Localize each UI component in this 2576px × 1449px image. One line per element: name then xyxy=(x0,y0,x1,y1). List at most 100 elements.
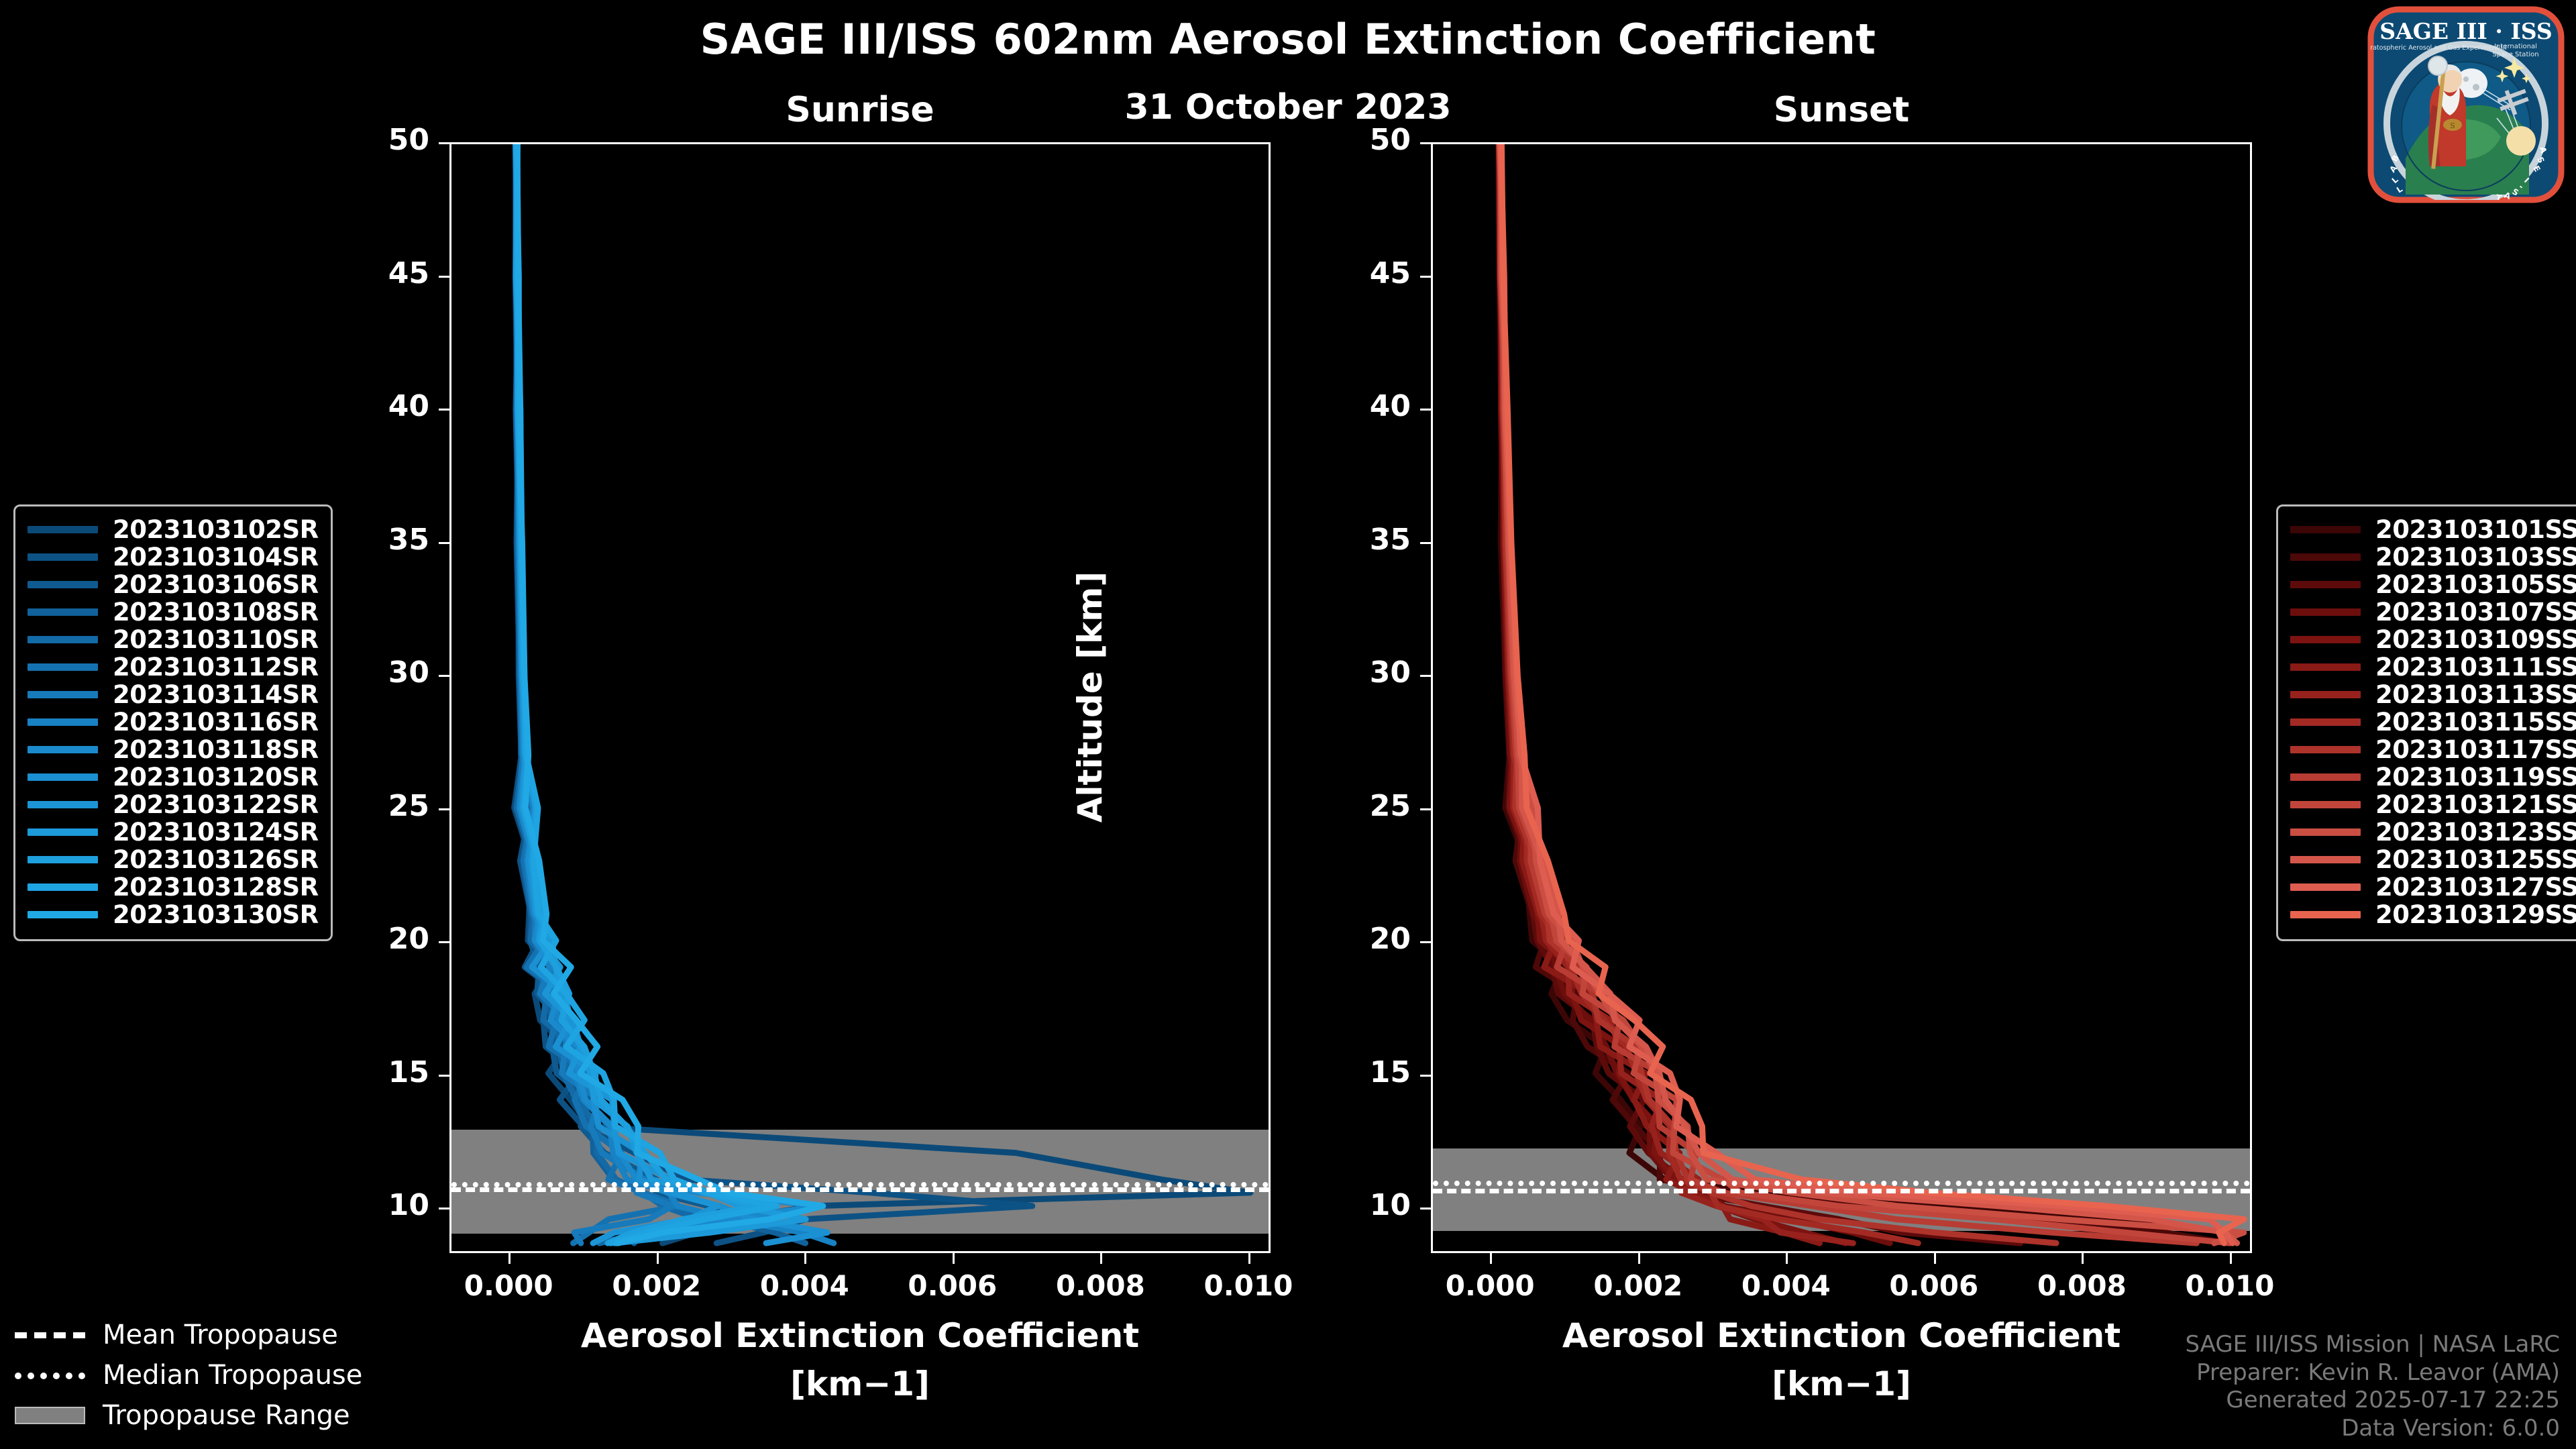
sunrise-legend-item[interactable]: 2023103112SR xyxy=(28,653,319,682)
x-tick xyxy=(1248,1253,1250,1264)
legend-color-swatch xyxy=(28,526,98,533)
sunset-legend-item[interactable]: 2023103107SS xyxy=(2290,598,2576,627)
x-tick xyxy=(1786,1253,1788,1264)
legend-color-swatch xyxy=(28,636,98,643)
legend-color-swatch xyxy=(2290,691,2361,698)
sunrise-legend-item[interactable]: 2023103102SR xyxy=(28,515,319,544)
sunset-legend-item[interactable]: 2023103119SS xyxy=(2290,763,2576,792)
x-tick-label: 0.008 xyxy=(2037,1269,2127,1302)
sunset-legend-item[interactable]: 2023103113SS xyxy=(2290,680,2576,709)
series-line xyxy=(1497,144,2200,1246)
sunset-legend-item[interactable]: 2023103103SS xyxy=(2290,543,2576,572)
y-tick xyxy=(439,275,449,278)
series-layer xyxy=(1495,144,2247,1246)
credits-line-generated: Generated 2025-07-17 22:25 xyxy=(2226,1387,2560,1414)
y-tick xyxy=(1420,1074,1431,1077)
legend-label: 2023103111SS xyxy=(2375,653,2576,682)
legend-label: 2023103115SS xyxy=(2375,708,2576,737)
sunset-x-axis-label-line2: [km−1] xyxy=(1772,1364,1911,1403)
y-tick xyxy=(1420,941,1431,944)
sunset-legend-item[interactable]: 2023103101SS xyxy=(2290,515,2576,544)
y-tick-label: 40 xyxy=(388,389,429,424)
sunrise-legend-item[interactable]: 2023103116SR xyxy=(28,708,319,737)
sunrise-legend-item[interactable]: 2023103130SR xyxy=(28,900,319,929)
y-tick-label: 30 xyxy=(1369,655,1411,690)
y-tick-label: 25 xyxy=(388,788,429,823)
legend-label: 2023103127SS xyxy=(2375,873,2576,902)
y-tick xyxy=(439,142,449,144)
y-tick-label: 50 xyxy=(1369,123,1411,157)
credits-line-data-version: Data Version: 6.0.0 xyxy=(2341,1414,2560,1442)
series-line xyxy=(1496,144,2231,1246)
legend-color-swatch xyxy=(28,553,98,561)
sunrise-legend-item[interactable]: 2023103106SR xyxy=(28,570,319,599)
y-tick xyxy=(439,1208,449,1210)
legend-label: 2023103108SR xyxy=(113,598,319,627)
y-tick xyxy=(439,409,449,411)
legend-label: 2023103124SR xyxy=(113,818,319,847)
legend-label: 2023103103SS xyxy=(2375,543,2576,572)
legend-label: 2023103120SR xyxy=(113,763,319,792)
sunrise-legend-item[interactable]: 2023103110SR xyxy=(28,625,319,654)
legend-label: 2023103126SR xyxy=(113,845,319,874)
legend-color-swatch xyxy=(28,856,98,863)
sunset-legend-item[interactable]: 2023103111SS xyxy=(2290,653,2576,682)
series-line xyxy=(1497,144,2059,1246)
sunset-panel-title: Sunset xyxy=(1773,90,1910,130)
sunrise-legend-item[interactable]: 2023103120SR xyxy=(28,763,319,792)
series-line xyxy=(1495,144,2233,1246)
legend-color-swatch xyxy=(2290,746,2361,753)
sunset-x-axis-label-line1: Aerosol Extinction Coefficient xyxy=(1562,1316,2121,1355)
y-tick-label: 15 xyxy=(388,1055,429,1089)
svg-text:Stratospheric Aerosol and Gas: Stratospheric Aerosol and Gas Experiment… xyxy=(2365,44,2507,52)
sunrise-legend-item[interactable]: 2023103118SR xyxy=(28,735,319,764)
x-tick xyxy=(508,1253,511,1264)
legend-color-swatch xyxy=(28,828,98,836)
dotted-line-icon xyxy=(15,1365,85,1385)
sunrise-legend-item[interactable]: 2023103126SR xyxy=(28,845,319,874)
y-tick xyxy=(1420,541,1431,544)
sunrise-legend-item[interactable]: 2023103122SR xyxy=(28,790,319,819)
series-line xyxy=(1496,144,1921,1246)
filled-box-icon xyxy=(15,1405,85,1426)
sunset-legend-item[interactable]: 2023103125SS xyxy=(2290,845,2576,874)
x-tick-label: 0.002 xyxy=(612,1269,702,1302)
y-tick xyxy=(1420,142,1431,144)
y-tick-label: 20 xyxy=(1369,922,1411,957)
legend-label: 2023103128SR xyxy=(113,873,319,902)
sunrise-legend-item[interactable]: 2023103104SR xyxy=(28,543,319,572)
sunrise-legend-item[interactable]: 2023103128SR xyxy=(28,873,319,902)
sunset-legend-item[interactable]: 2023103105SS xyxy=(2290,570,2576,599)
sunrise-legend[interactable]: 2023103102SR 2023103104SR 2023103106SR 2023… xyxy=(13,504,333,941)
legend-color-swatch xyxy=(2290,883,2361,891)
x-tick-label: 0.000 xyxy=(1445,1269,1535,1302)
sunset-legend-item[interactable]: 2023103127SS xyxy=(2290,873,2576,902)
sunset-legend-item[interactable]: 2023103117SS xyxy=(2290,735,2576,764)
sunset-legend[interactable]: 2023103101SS 2023103103SS 2023103105SS 2023… xyxy=(2276,504,2576,941)
y-tick xyxy=(1420,808,1431,810)
sunrise-legend-item[interactable]: 2023103124SR xyxy=(28,818,319,847)
sunrise-legend-item[interactable]: 2023103114SR xyxy=(28,680,319,709)
svg-text:A: A xyxy=(2503,191,2512,202)
tropopause-range-label: Tropopause Range xyxy=(103,1400,350,1431)
sunset-legend-item[interactable]: 2023103121SS xyxy=(2290,790,2576,819)
sunrise-legend-item[interactable]: 2023103108SR xyxy=(28,598,319,627)
x-tick xyxy=(1638,1253,1640,1264)
y-tick xyxy=(439,941,449,944)
sunset-legend-item[interactable]: 2023103115SS xyxy=(2290,708,2576,737)
legend-color-swatch xyxy=(28,911,98,918)
mean-tropopause-line xyxy=(1433,1188,2250,1193)
y-tick-label: 45 xyxy=(1369,256,1411,290)
legend-color-swatch xyxy=(2290,828,2361,836)
x-tick xyxy=(1490,1253,1493,1264)
credits-line-preparer: Preparer: Kevin R. Leavor (AMA) xyxy=(2196,1358,2560,1386)
legend-label: 2023103105SS xyxy=(2375,570,2576,599)
legend-color-swatch xyxy=(28,883,98,891)
median-tropopause-label: Median Tropopause xyxy=(103,1360,363,1391)
sunset-legend-item[interactable]: 2023103123SS xyxy=(2290,818,2576,847)
sunset-legend-item[interactable]: 2023103129SS xyxy=(2290,900,2576,929)
sunset-legend-item[interactable]: 2023103109SS xyxy=(2290,625,2576,654)
legend-color-swatch xyxy=(2290,636,2361,643)
legend-label: 2023103114SR xyxy=(113,680,319,709)
y-tick-label: 20 xyxy=(388,922,429,957)
